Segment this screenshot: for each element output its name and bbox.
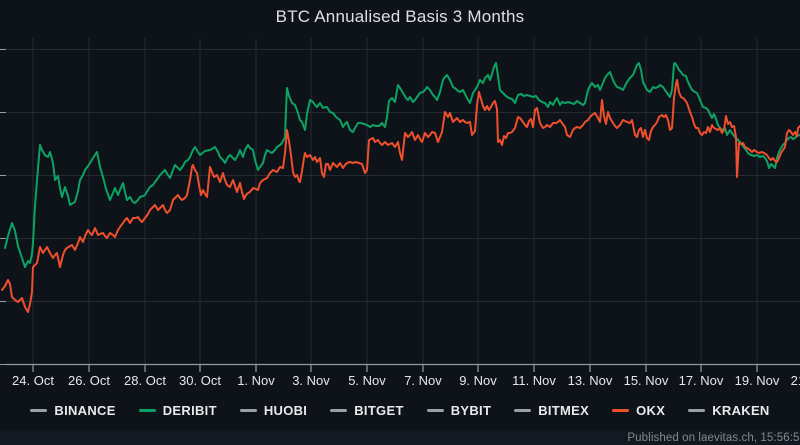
x-axis-label: 24. Oct — [12, 373, 54, 388]
legend-label: OKX — [636, 403, 666, 418]
x-axis-label: 11. Nov — [512, 373, 556, 388]
legend-dash-icon — [30, 409, 48, 412]
x-axis-label: 19. Nov — [735, 373, 780, 388]
x-axis-label: 28. Oct — [124, 373, 166, 388]
legend-item-kraken[interactable]: KRAKEN — [688, 403, 769, 418]
legend-dash-icon — [426, 409, 444, 412]
x-axis-label: 3. Nov — [292, 373, 330, 388]
legend-label: KRAKEN — [712, 403, 770, 418]
legend-dash-icon — [239, 409, 257, 412]
legend-item-bitmex[interactable]: BITMEX — [514, 403, 589, 418]
chart-title: BTC Annualised Basis 3 Months — [275, 7, 525, 26]
legend-dash-icon — [688, 409, 706, 412]
legend-item-okx[interactable]: OKX — [612, 403, 665, 418]
legend-label: BYBIT — [450, 403, 492, 418]
footer-bar — [0, 430, 800, 445]
legend-dash-icon — [330, 409, 348, 412]
legend-label: BINANCE — [54, 403, 116, 418]
x-axis-label: 15. Nov — [624, 373, 669, 388]
x-axis-label: 1. Nov — [237, 373, 275, 388]
series-line-okx — [1, 79, 800, 313]
legend-dash-icon — [612, 409, 630, 412]
x-axis-label: 30. Oct — [179, 373, 221, 388]
series-line-deribit — [4, 62, 800, 268]
x-axis-label: 13. Nov — [568, 373, 613, 388]
x-axis-label: 7. Nov — [404, 373, 442, 388]
chart-legend: BINANCE DERIBIT HUOBI BITGET BYBIT BITMEX OKX K… — [0, 403, 800, 418]
legend-dash-icon — [138, 409, 156, 412]
legend-item-huobi[interactable]: HUOBI — [239, 403, 308, 418]
legend-item-bybit[interactable]: BYBIT — [426, 403, 492, 418]
legend-label: HUOBI — [263, 403, 308, 418]
legend-item-deribit[interactable]: DERIBIT — [138, 403, 217, 418]
legend-label: BITGET — [354, 403, 404, 418]
x-axis-label: 21. Nov — [791, 373, 800, 388]
x-axis-label: 5. Nov — [348, 373, 386, 388]
legend-label: DERIBIT — [162, 403, 217, 418]
published-note: Published on laevitas.ch, 15:56:57 — [627, 432, 800, 444]
legend-item-bitget[interactable]: BITGET — [330, 403, 403, 418]
legend-dash-icon — [514, 409, 532, 412]
x-axis-label: 26. Oct — [68, 373, 110, 388]
x-axis-label: 17. Nov — [679, 373, 724, 388]
x-axis-label: 9. Nov — [459, 373, 497, 388]
legend-item-binance[interactable]: BINANCE — [30, 403, 115, 418]
legend-label: BITMEX — [538, 403, 590, 418]
